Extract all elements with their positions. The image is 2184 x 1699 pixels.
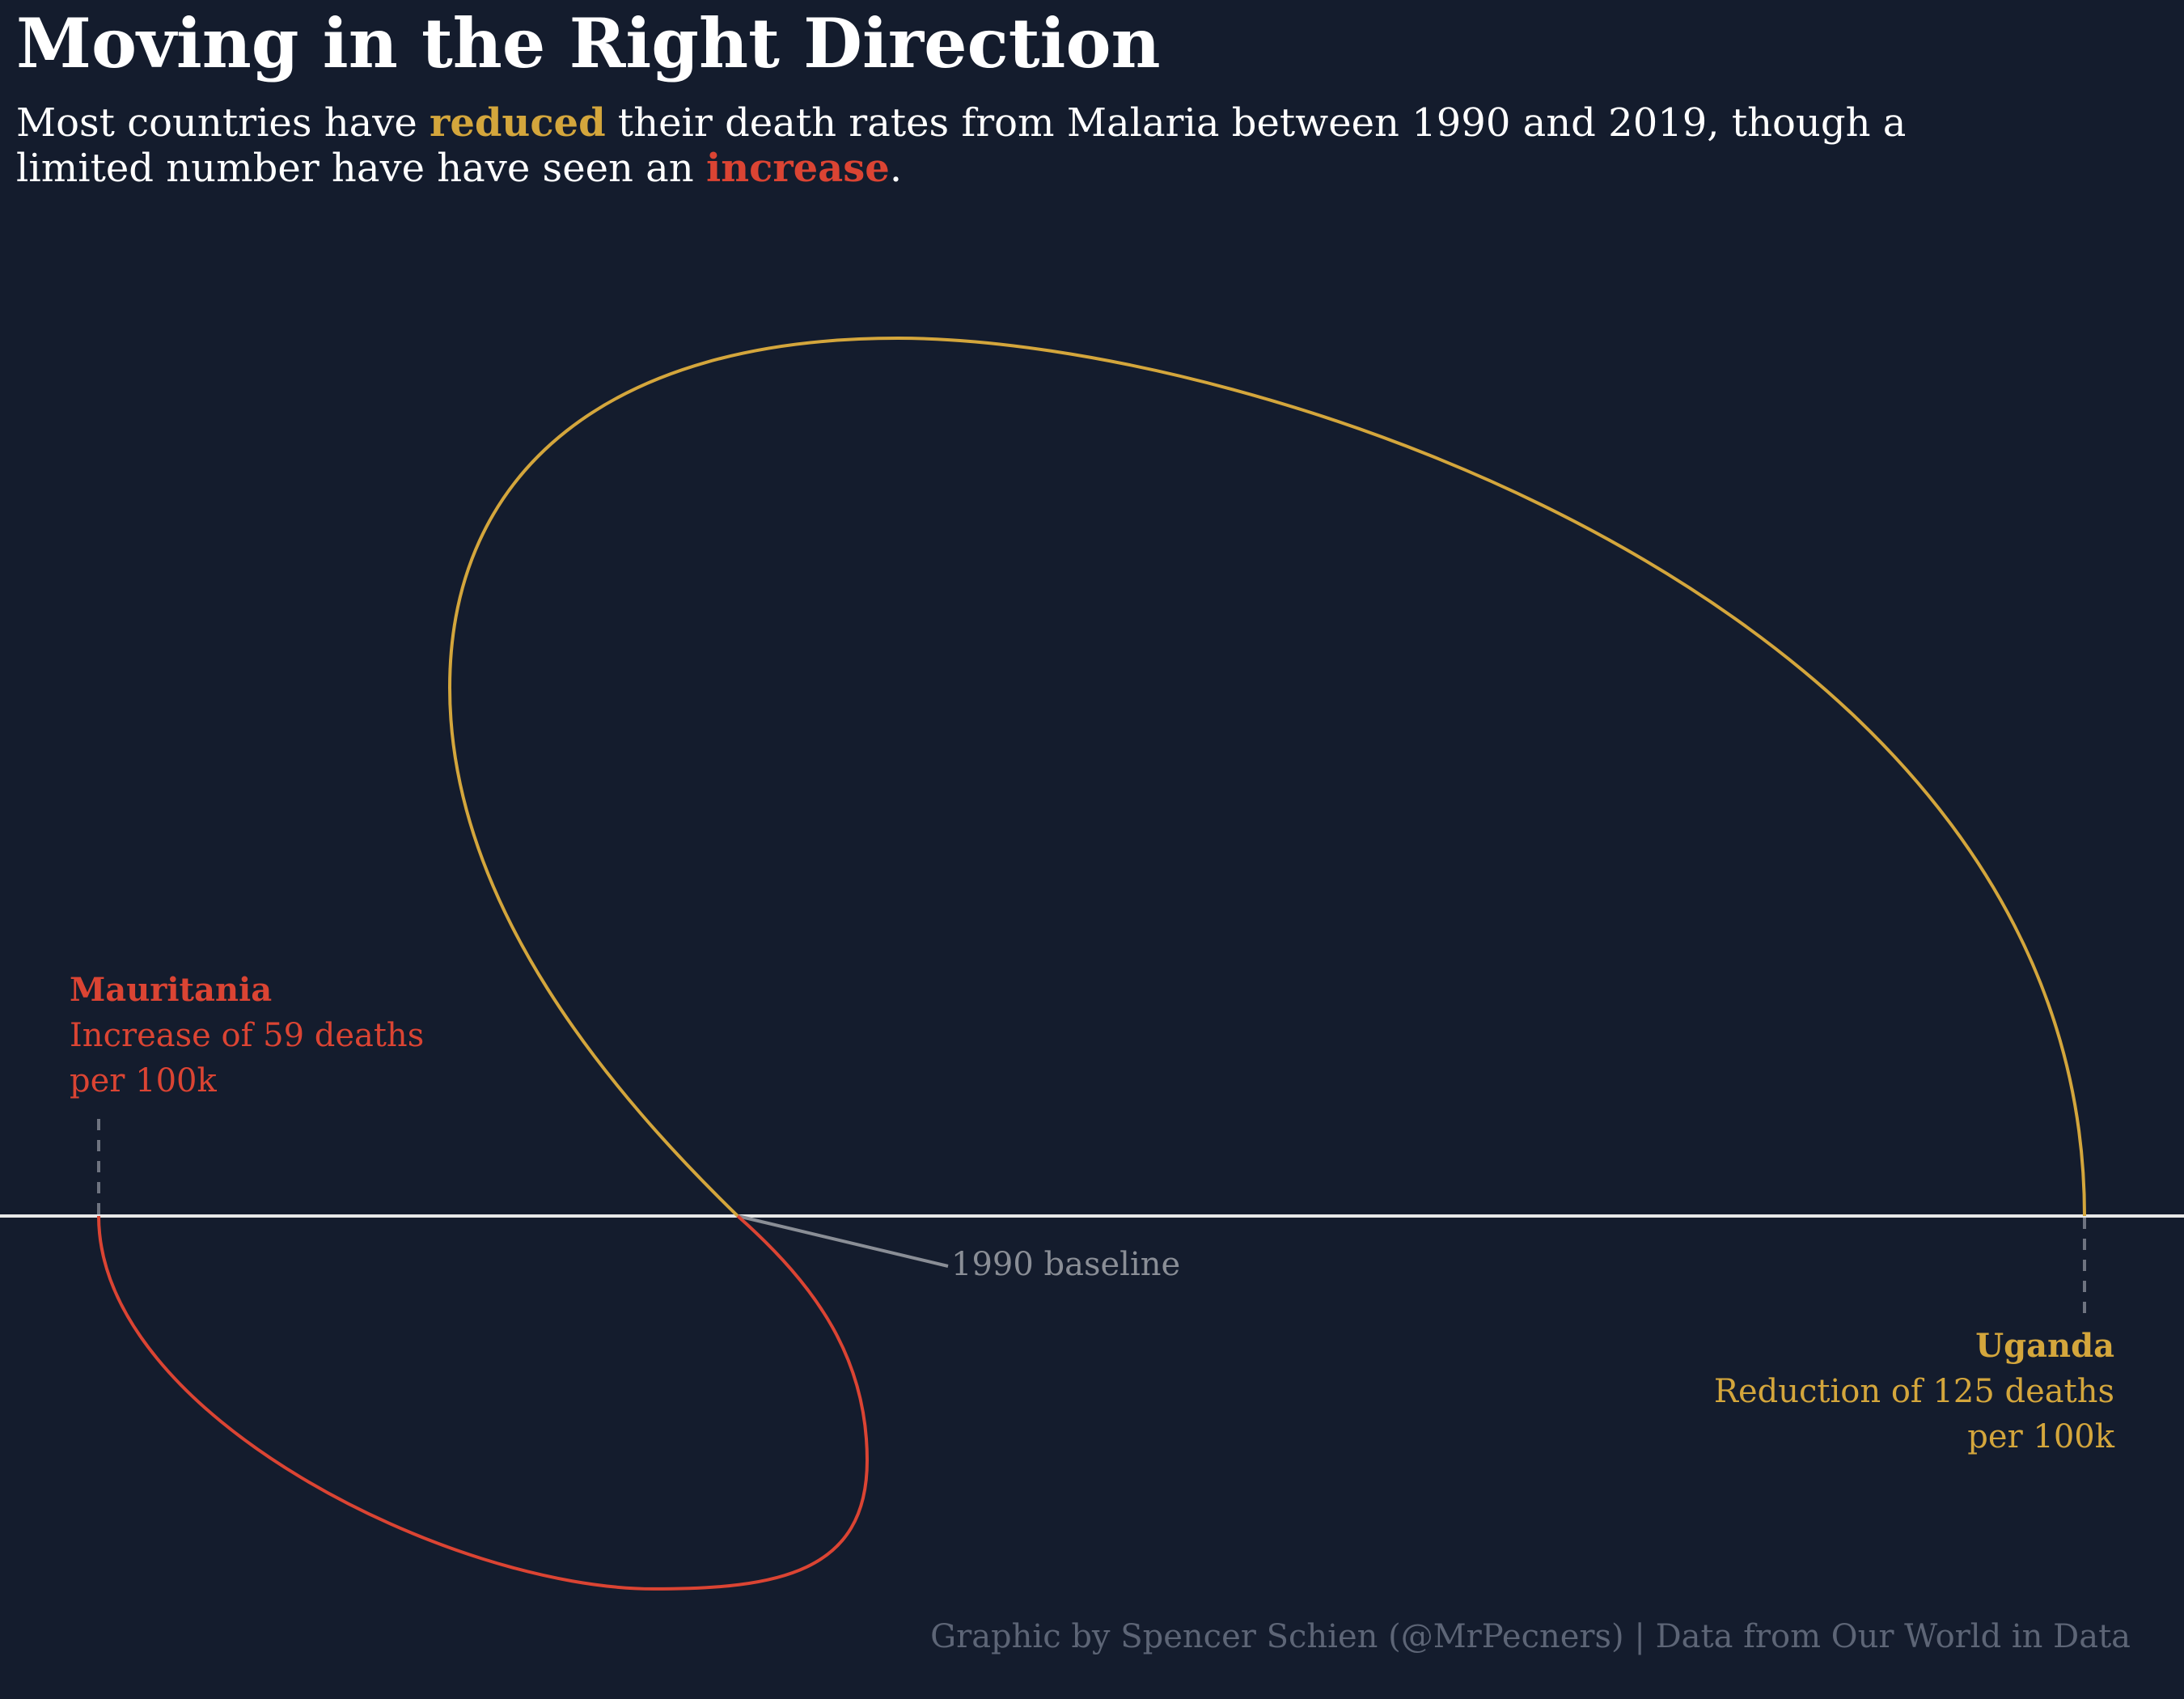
annotation-mauritania-title: Mauritania	[70, 971, 273, 1009]
annotation-uganda-line-2: per 100k	[1967, 1418, 2114, 1455]
baseline-leader-line	[737, 1214, 949, 1268]
annotation-uganda-line-1: Reduction of 125 deaths	[1713, 1373, 2114, 1410]
subtitle-text-2: their death rates from Malaria between 1…	[16, 100, 1907, 191]
subtitle-highlight-reduced: reduced	[430, 100, 606, 146]
caption: Graphic by Spencer Schien (@MrPecners) |…	[930, 1618, 2131, 1655]
annotation-mauritania-line-1: Increase of 59 deaths	[70, 1017, 425, 1054]
chart-subtitle: Most countries have reduced their death …	[16, 100, 1974, 191]
subtitle-text-3: .	[889, 146, 903, 191]
chart-title: Moving in the Right Direction	[16, 3, 1161, 83]
annotation-uganda: Uganda Reduction of 125 deaths per 100k	[1629, 1324, 2114, 1460]
baseline-label: 1990 baseline	[951, 1246, 1181, 1283]
subtitle-text-1: Most countries have	[16, 100, 430, 146]
annotation-mauritania: Mauritania Increase of 59 deaths per 100…	[70, 968, 474, 1104]
annotation-uganda-title: Uganda	[1975, 1327, 2114, 1365]
series-line-uganda	[447, 336, 2086, 1218]
series-line-mauritania	[97, 1214, 870, 1591]
annotation-mauritania-line-2: per 100k	[70, 1062, 217, 1099]
subtitle-highlight-increase: increase	[705, 146, 890, 191]
